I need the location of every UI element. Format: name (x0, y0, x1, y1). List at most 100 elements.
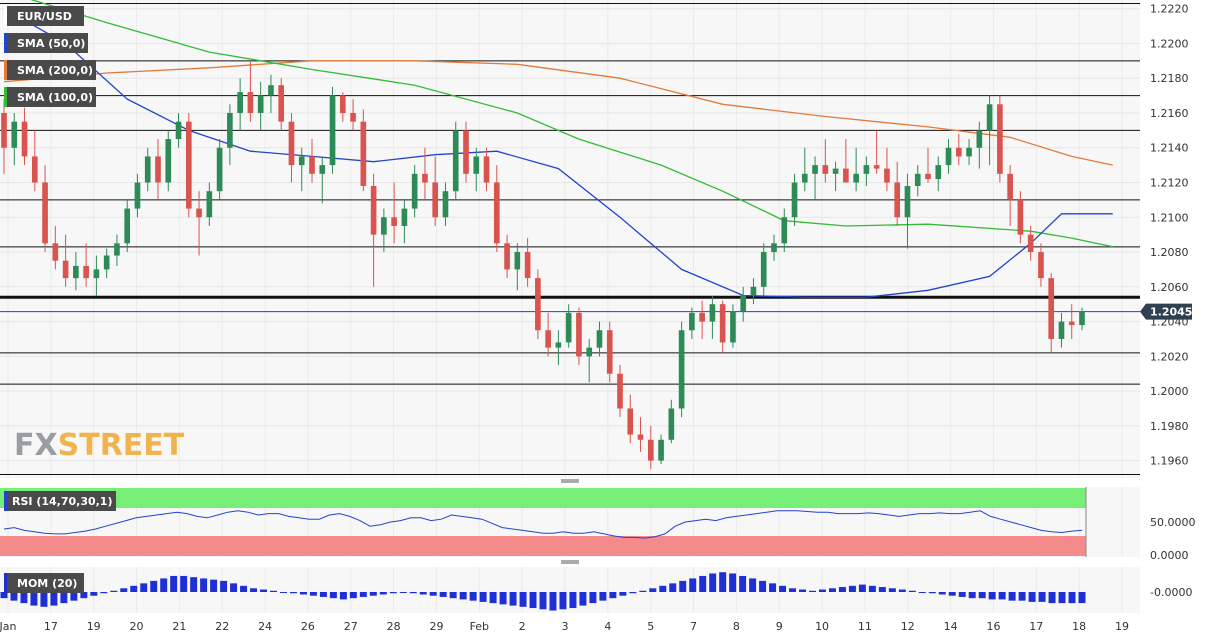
candle (1, 99, 7, 174)
rsi-line (3, 510, 1083, 539)
momentum-bar (759, 580, 767, 592)
candle-body (1058, 321, 1065, 339)
candle-body (709, 304, 716, 322)
candle-body (976, 130, 983, 148)
candle-body (422, 173, 428, 183)
candle-body (268, 85, 274, 96)
candle-body (309, 156, 315, 174)
momentum-bar (439, 592, 447, 597)
candle-body (791, 182, 798, 218)
candle (955, 133, 962, 166)
momentum-bar (270, 590, 277, 592)
candle-body (73, 265, 79, 279)
svg-text:SMA (200,0): SMA (200,0) (17, 64, 93, 77)
candle (144, 147, 151, 192)
candle-body (452, 130, 459, 192)
support-resistance-lines (0, 2, 1140, 476)
candle (432, 156, 439, 226)
momentum-bar (848, 585, 856, 592)
momentum-bar (818, 589, 826, 592)
candle-body (750, 286, 757, 296)
candle (103, 248, 110, 279)
momentum-bar (479, 592, 487, 602)
date-tick-label: 21 (172, 620, 186, 633)
candle (709, 295, 716, 339)
candle (545, 312, 551, 357)
candle-body (1007, 173, 1013, 200)
candle (247, 60, 254, 122)
candle-body (822, 165, 829, 174)
candle (966, 139, 972, 166)
candle-body (237, 92, 243, 113)
momentum-bar (130, 585, 138, 592)
candle (21, 107, 28, 166)
momentum-bar (90, 592, 98, 596)
candle-body (257, 95, 264, 113)
date-tick-label: 27 (344, 620, 358, 633)
panel-splitter-1[interactable] (561, 479, 579, 483)
candle-body (114, 243, 120, 256)
candle-body (31, 156, 38, 183)
candle-body (411, 173, 418, 209)
candle-body (93, 269, 100, 279)
candle (11, 112, 18, 166)
candle (843, 139, 849, 183)
candle-body (175, 121, 182, 140)
candle (463, 121, 469, 183)
momentum-bar (699, 575, 707, 592)
date-tick-label: 2 (519, 620, 526, 633)
candle-body (545, 330, 551, 348)
candle (689, 307, 695, 339)
candle-body (391, 217, 397, 226)
legend-mom[interactable]: MOM (20) (4, 573, 84, 593)
candle-body (617, 373, 623, 409)
date-tick-label: 17 (1029, 620, 1043, 633)
candle (268, 74, 274, 113)
candle (360, 109, 367, 192)
candle (1048, 272, 1055, 353)
candle (185, 112, 192, 218)
momentum-bar (319, 592, 327, 597)
legend-sma100[interactable]: SMA (100,0) (4, 87, 96, 107)
candle-body (370, 185, 377, 235)
candle (411, 165, 418, 218)
candle-body (155, 156, 161, 183)
candle (227, 104, 233, 166)
sma50-line (3, 8, 1113, 298)
date-tick-label: 14 (944, 620, 958, 633)
candles (1, 60, 1085, 470)
momentum-bar (799, 589, 807, 592)
candle (288, 112, 295, 183)
momentum-bar (529, 592, 537, 609)
momentum-bar (858, 584, 866, 592)
momentum-bar (40, 592, 48, 607)
legend-sma200[interactable]: SMA (200,0) (4, 60, 96, 80)
price-tick-label: 1.1960 (1150, 455, 1189, 468)
candle-body (853, 173, 859, 183)
momentum-bar (60, 592, 68, 604)
panel-splitter-2[interactable] (561, 560, 579, 564)
candle (658, 434, 664, 465)
momentum-bar (250, 588, 258, 592)
candle (555, 330, 562, 366)
candle (586, 338, 593, 383)
momentum-bar (1038, 592, 1046, 602)
date-tick-label: 19 (87, 620, 101, 633)
candle (801, 147, 808, 192)
date-tick-label: 7 (690, 620, 697, 633)
momentum-bar (1068, 592, 1076, 604)
candle (175, 112, 182, 148)
candle-body (134, 182, 141, 209)
candle (647, 425, 654, 470)
candle-body (483, 156, 490, 183)
legend-sma50[interactable]: SMA (50,0) (4, 33, 88, 53)
legend-rsi[interactable]: RSI (14,70,30,1) (4, 491, 116, 511)
momentum-bar (499, 592, 507, 605)
logo-street: STREET (58, 428, 185, 463)
momentum-bar (609, 592, 617, 599)
date-tick-label: 29 (429, 620, 443, 633)
momentum-bar (349, 592, 357, 599)
date-tick-label: 24 (258, 620, 272, 633)
legend-symbol[interactable]: EUR/USD (4, 6, 84, 26)
momentum-bar (968, 592, 976, 599)
